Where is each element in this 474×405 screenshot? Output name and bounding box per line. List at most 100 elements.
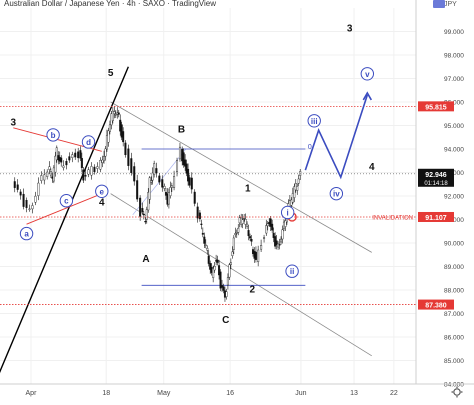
y-tick-label: 88.000 [444, 288, 464, 295]
candle-body [87, 169, 90, 175]
candle-body [163, 186, 166, 189]
wave-label-circle [95, 184, 109, 199]
triangle-lower-line [26, 193, 102, 225]
x-tick-label: Apr [26, 390, 38, 397]
wave-label: 5 [108, 68, 114, 79]
y-tick-label: 89.000 [444, 264, 464, 271]
candle-body [182, 152, 185, 166]
wave-label: B [178, 125, 185, 136]
y-tick-label: 94.000 [444, 147, 464, 154]
candle-body [147, 192, 150, 211]
wave-label-circled: a [24, 230, 29, 239]
candle-body [271, 223, 274, 231]
y-tick-label: 92.000 [444, 194, 464, 201]
candle-body [260, 245, 263, 250]
candle-body [209, 263, 212, 270]
price-level-tag [418, 211, 454, 222]
candle-body [275, 240, 278, 246]
y-tick-label: 95.000 [444, 123, 464, 130]
candle-body [278, 244, 281, 246]
candle-body [122, 131, 125, 143]
price-level-tag [418, 101, 454, 112]
candle-body [249, 236, 252, 239]
candle-body [79, 150, 82, 159]
candle-body [297, 178, 300, 184]
wave-label-circled: b [51, 131, 56, 140]
candle-body [107, 130, 110, 143]
candle-body [142, 213, 145, 216]
candle-body [77, 151, 80, 159]
candle-body [265, 225, 268, 234]
candle-body [167, 192, 170, 205]
candle-body [169, 187, 172, 196]
candle-body [130, 158, 133, 173]
candle-body [185, 163, 188, 174]
y-tick-label: 98.000 [444, 53, 464, 60]
price-level-label: 95.815 [425, 104, 447, 111]
candle-body [263, 237, 266, 239]
major-trendline [0, 66, 129, 374]
candle-body [204, 244, 207, 246]
top-right-badge[interactable] [433, 0, 445, 8]
candle-body [170, 185, 173, 188]
y-tick-label: 93.000 [444, 170, 464, 177]
candle-body [281, 229, 284, 240]
x-tick-label: May [157, 390, 171, 397]
candle-body [60, 157, 63, 163]
candle-body [247, 230, 250, 236]
candle-body [228, 264, 231, 278]
candle-body [234, 233, 237, 235]
settings-icon[interactable] [451, 386, 463, 398]
candle-body [178, 146, 181, 160]
wave-label-circle [307, 114, 321, 128]
price-level-label: 87.380 [425, 303, 447, 310]
candle-body [176, 160, 179, 173]
candle-body [184, 159, 187, 167]
candle-body [188, 177, 191, 186]
wave-label-circle [59, 194, 74, 208]
candle-body [187, 168, 190, 182]
candle-body [148, 177, 151, 200]
candle-body [145, 209, 148, 220]
time-axis[interactable]: Apr 18 May 16 Jun 13 22 [0, 383, 474, 397]
wave-label-circled: d [86, 138, 91, 147]
price-level-tag [418, 299, 454, 310]
candle-body [229, 262, 232, 265]
y-tick-label: 86.000 [444, 335, 464, 342]
candle-body [99, 160, 102, 170]
candle-body [196, 206, 199, 219]
wave-label: 3 [10, 118, 16, 129]
wave-label-circle [280, 205, 295, 220]
wave-label: 0 [308, 144, 312, 151]
candle-body [200, 223, 203, 225]
candle-body [55, 147, 58, 161]
candle-body [22, 193, 25, 207]
candle-body [243, 218, 246, 220]
x-tick-label: 16 [226, 390, 234, 397]
candle-body [246, 223, 249, 227]
wave-label-circled: iii [311, 117, 318, 126]
candle-body [65, 161, 68, 166]
candle-body [257, 249, 260, 263]
wave-label-circle [285, 264, 299, 278]
candle-body [222, 286, 225, 291]
wave-label-circle [360, 67, 375, 81]
wave-label: A [142, 254, 149, 265]
price-level-label: 91.107 [425, 215, 447, 222]
invalidation-label: INVALIDATION [372, 215, 413, 221]
candle-body [19, 191, 22, 196]
candle-body [16, 184, 19, 190]
candle-body [241, 219, 244, 224]
candle-body [48, 166, 51, 170]
wave-label: 4 [99, 197, 105, 208]
price-axis[interactable]: 84.000 85.000 86.000 87.000 88.000 89.000 90.0… [415, 0, 474, 400]
y-tick-label: 99.000 [444, 29, 464, 36]
candle-body [31, 205, 34, 210]
candle-body [28, 208, 31, 210]
candle-body [280, 238, 283, 243]
currency-label: JPY [444, 1, 457, 8]
wave-label-circle [329, 186, 344, 201]
candle-body [144, 221, 147, 223]
